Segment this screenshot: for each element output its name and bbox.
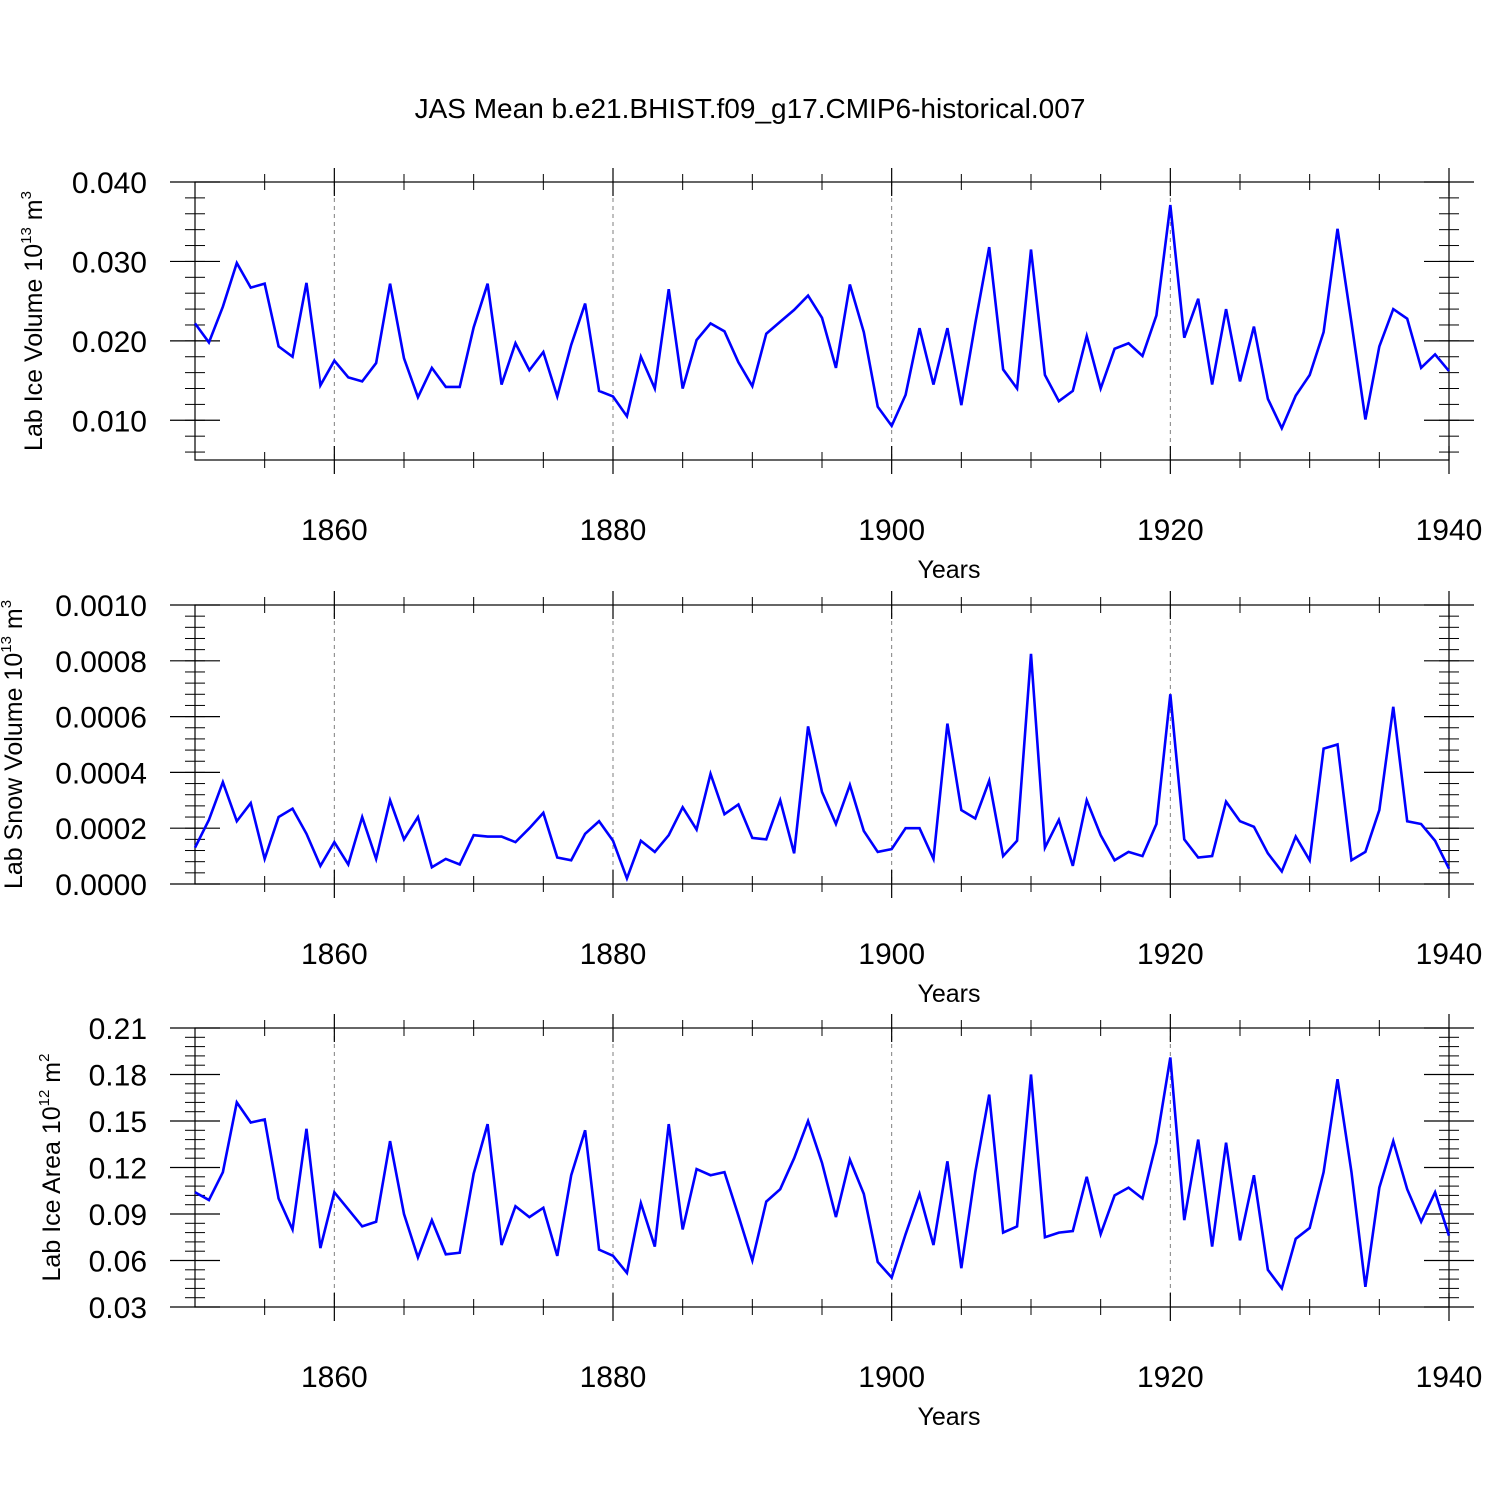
- chart-title: JAS Mean b.e21.BHIST.f09_g17.CMIP6-histo…: [415, 93, 1086, 124]
- panel-3: 1860 1880 1900 1920 1940 0.03 0.06 0.09 0.12 0.15…: [36, 1013, 1482, 1431]
- y-axis-title-unit-exponent: 3: [0, 600, 15, 608]
- x-tick-label: 1900: [858, 1361, 925, 1394]
- x-tick-label: 1940: [1416, 1361, 1483, 1394]
- y-tick-label: 0.09: [89, 1199, 147, 1232]
- y-tick-label: 0.0010: [55, 590, 147, 623]
- x-axis-title: Years: [917, 1403, 980, 1431]
- panel-1: 1860 1880 1900 1920 1940 0.010 0.020 0.030 0.040…: [18, 167, 1482, 584]
- y-tick-label: 0.010: [72, 405, 147, 438]
- y-axis-title: Lab Ice Volume 1013 m3: [18, 191, 48, 451]
- y-tick-label: 0.03: [89, 1292, 147, 1325]
- x-tick-label: 1940: [1416, 514, 1483, 547]
- y-axis-title-unit: m: [0, 608, 28, 636]
- y-tick-label: 0.0008: [55, 646, 147, 679]
- series-line: [193, 653, 1451, 883]
- y-tick-label: 0.020: [72, 326, 147, 359]
- y-tick-label: 0.0002: [55, 813, 147, 846]
- y-axis-title-unit-exponent: 2: [36, 1054, 53, 1062]
- y-tick-label: 0.0006: [55, 702, 147, 735]
- x-tick-label: 1940: [1416, 938, 1483, 971]
- y-axis-title-unit: m: [38, 1062, 66, 1090]
- y-tick-label: 0.0004: [55, 757, 147, 790]
- y-tick-label: 0.06: [89, 1246, 147, 1279]
- y-axis-title-text: Lab Ice Area 10: [38, 1106, 66, 1281]
- y-tick-label: 0.21: [89, 1013, 147, 1046]
- y-axis-title: Lab Ice Area 1012 m2: [36, 1054, 66, 1282]
- y-tick-label: 0.15: [89, 1106, 147, 1139]
- x-axis-title: Years: [917, 556, 980, 584]
- x-tick-label: 1920: [1137, 1361, 1204, 1394]
- y-tick-label: 0.0000: [55, 869, 147, 902]
- y-tick-label: 0.18: [89, 1060, 147, 1093]
- panel-2: 1860 1880 1900 1920 1940 0.0000 0.0002 0.0004 0.…: [0, 590, 1482, 1008]
- y-axis-title-exponent: 12: [36, 1090, 53, 1107]
- y-tick-label: 0.030: [72, 246, 147, 279]
- series-line: [194, 1057, 1451, 1292]
- x-tick-label: 1860: [301, 938, 368, 971]
- y-tick-label: 0.12: [89, 1153, 147, 1186]
- y-axis-title-unit-exponent: 3: [18, 191, 35, 199]
- x-tick-label: 1900: [858, 938, 925, 971]
- x-tick-label: 1900: [858, 514, 925, 547]
- x-tick-label: 1920: [1137, 514, 1204, 547]
- y-axis-title: Lab Snow Volume 1013 m3: [0, 600, 28, 889]
- y-axis-title-exponent: 13: [18, 227, 35, 244]
- y-axis-title-unit: m: [20, 199, 48, 227]
- y-axis-title-text: Lab Ice Volume 10: [20, 244, 48, 451]
- x-tick-label: 1880: [580, 1361, 647, 1394]
- x-tick-label: 1860: [301, 514, 368, 547]
- y-tick-label: 0.040: [72, 167, 147, 200]
- y-axis-title-text: Lab Snow Volume 10: [0, 653, 28, 889]
- y-axis-title-exponent: 13: [0, 636, 15, 653]
- series-line: [193, 204, 1450, 432]
- x-tick-label: 1880: [580, 938, 647, 971]
- x-axis-title: Years: [917, 980, 980, 1008]
- x-tick-label: 1880: [580, 514, 647, 547]
- x-tick-label: 1920: [1137, 938, 1204, 971]
- x-tick-label: 1860: [301, 1361, 368, 1394]
